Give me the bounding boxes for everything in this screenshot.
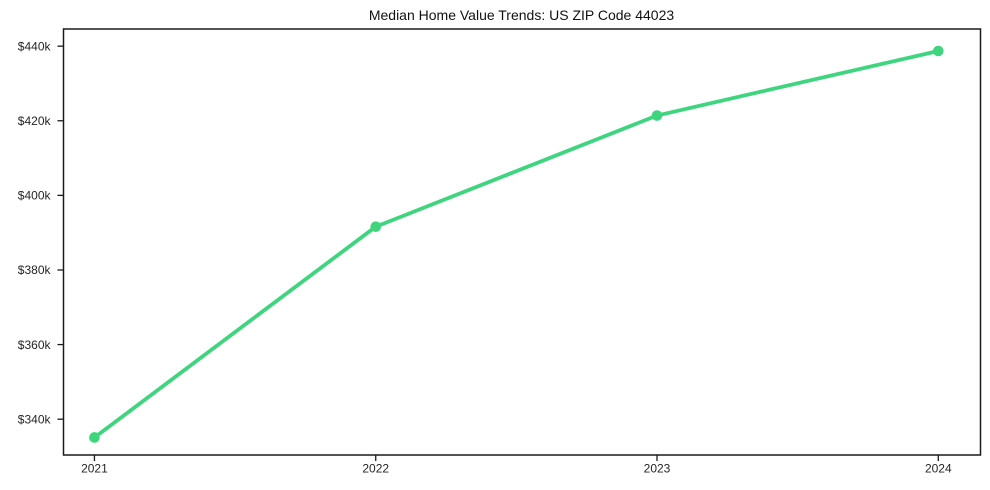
data-point-marker <box>89 432 100 443</box>
data-point-marker <box>651 110 663 121</box>
chart-title: Median Home Value Trends: US ZIP Code 44… <box>368 7 675 23</box>
y-tick-label: $380k <box>18 263 52 277</box>
x-tick-label: 2023 <box>644 462 671 476</box>
x-tick-label: 2021 <box>81 462 108 476</box>
y-tick-label: $420k <box>18 114 52 128</box>
data-point-marker <box>370 221 382 233</box>
data-point-marker <box>933 45 944 57</box>
x-tick-label: 2022 <box>362 462 389 476</box>
plot-border <box>62 28 982 456</box>
trend-line <box>92 49 941 440</box>
x-tick-label: 2024 <box>925 462 952 476</box>
y-tick-label: $440k <box>18 39 52 53</box>
y-tick-label: $400k <box>18 189 52 203</box>
y-tick-label: $340k <box>18 412 52 426</box>
y-tick-label: $360k <box>18 338 52 352</box>
